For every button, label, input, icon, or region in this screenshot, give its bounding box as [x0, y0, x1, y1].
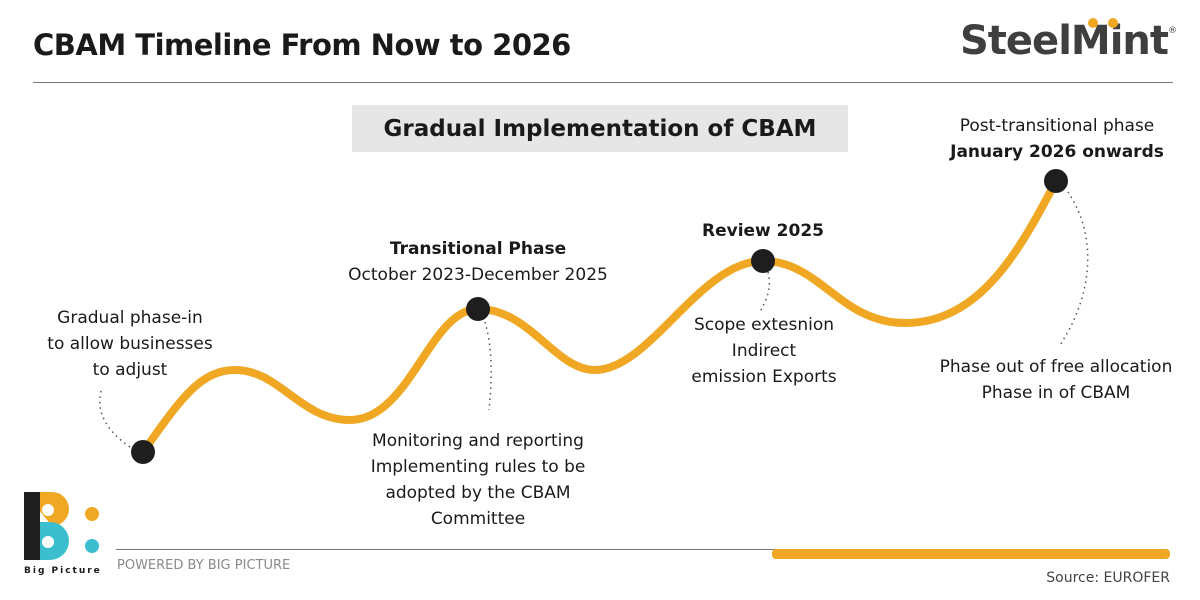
note-line: Phase in of CBAM	[981, 383, 1131, 403]
milestone-title: Review 2025	[702, 221, 824, 241]
milestone-2-header: Transitional Phase October 2023-December…	[348, 236, 608, 288]
connector-1	[99, 387, 131, 448]
milestone-3-header: Review 2025	[702, 218, 824, 244]
note-line: Scope extesnion	[693, 315, 835, 335]
big-picture-logo	[24, 492, 99, 560]
milestone-date: January 2026 onwards	[950, 142, 1164, 162]
note-line: Phase out of free allocation	[939, 357, 1173, 377]
milestone-date: October 2023-December 2025	[348, 265, 608, 285]
note-line: to adjust	[92, 360, 168, 380]
note-line: Committee	[430, 509, 526, 529]
powered-by: POWERED BY BIG PICTURE	[117, 558, 291, 573]
logo-mark: ®	[1168, 26, 1177, 36]
milestone-dot-1	[131, 440, 155, 464]
note-line: Indirect	[731, 341, 797, 361]
milestone-4-note: Phase out of free allocation Phase in of…	[940, 354, 1173, 406]
milestone-dot-4	[1044, 169, 1068, 193]
subtitle-box: Gradual Implementation of CBAM	[352, 105, 848, 152]
milestone-title: Post-transitional phase	[959, 116, 1155, 136]
header-divider	[33, 82, 1173, 83]
logo-text: SteelMint	[960, 18, 1169, 64]
note-line: emission Exports	[691, 367, 837, 387]
source-text: Source: EUROFER	[1046, 570, 1170, 586]
milestone-dot-3	[751, 249, 775, 273]
milestone-3-note: Scope extesnion Indirect emission Export…	[691, 312, 836, 390]
footer-accent-bar	[772, 549, 1170, 559]
milestone-dot-2	[466, 297, 490, 321]
big-picture-label: Big Picture	[24, 566, 102, 576]
note-line: Monitoring and reporting	[372, 431, 584, 451]
logo-dot-icon	[1108, 18, 1118, 28]
steelmint-logo: SteelMint®	[960, 18, 1177, 64]
logo-dot-icon	[1088, 18, 1098, 28]
milestone-2-note: Monitoring and reporting Implementing ru…	[371, 428, 586, 532]
timeline-path	[139, 177, 1060, 456]
connector-3	[759, 271, 771, 313]
milestone-4-header: Post-transitional phase January 2026 onw…	[950, 113, 1164, 165]
milestone-1-note: Gradual phase-in to allow businesses to …	[47, 305, 212, 383]
milestone-title: Transitional Phase	[389, 239, 567, 259]
page-title: CBAM Timeline From Now to 2026	[33, 28, 571, 62]
note-line: Gradual phase-in	[57, 308, 203, 328]
connector-4	[1059, 191, 1089, 346]
note-line: Implementing rules to be	[370, 457, 586, 477]
connector-2	[484, 321, 492, 411]
note-line: to allow businesses	[47, 334, 213, 354]
footer-line	[116, 549, 776, 550]
note-line: adopted by the CBAM	[385, 483, 571, 503]
